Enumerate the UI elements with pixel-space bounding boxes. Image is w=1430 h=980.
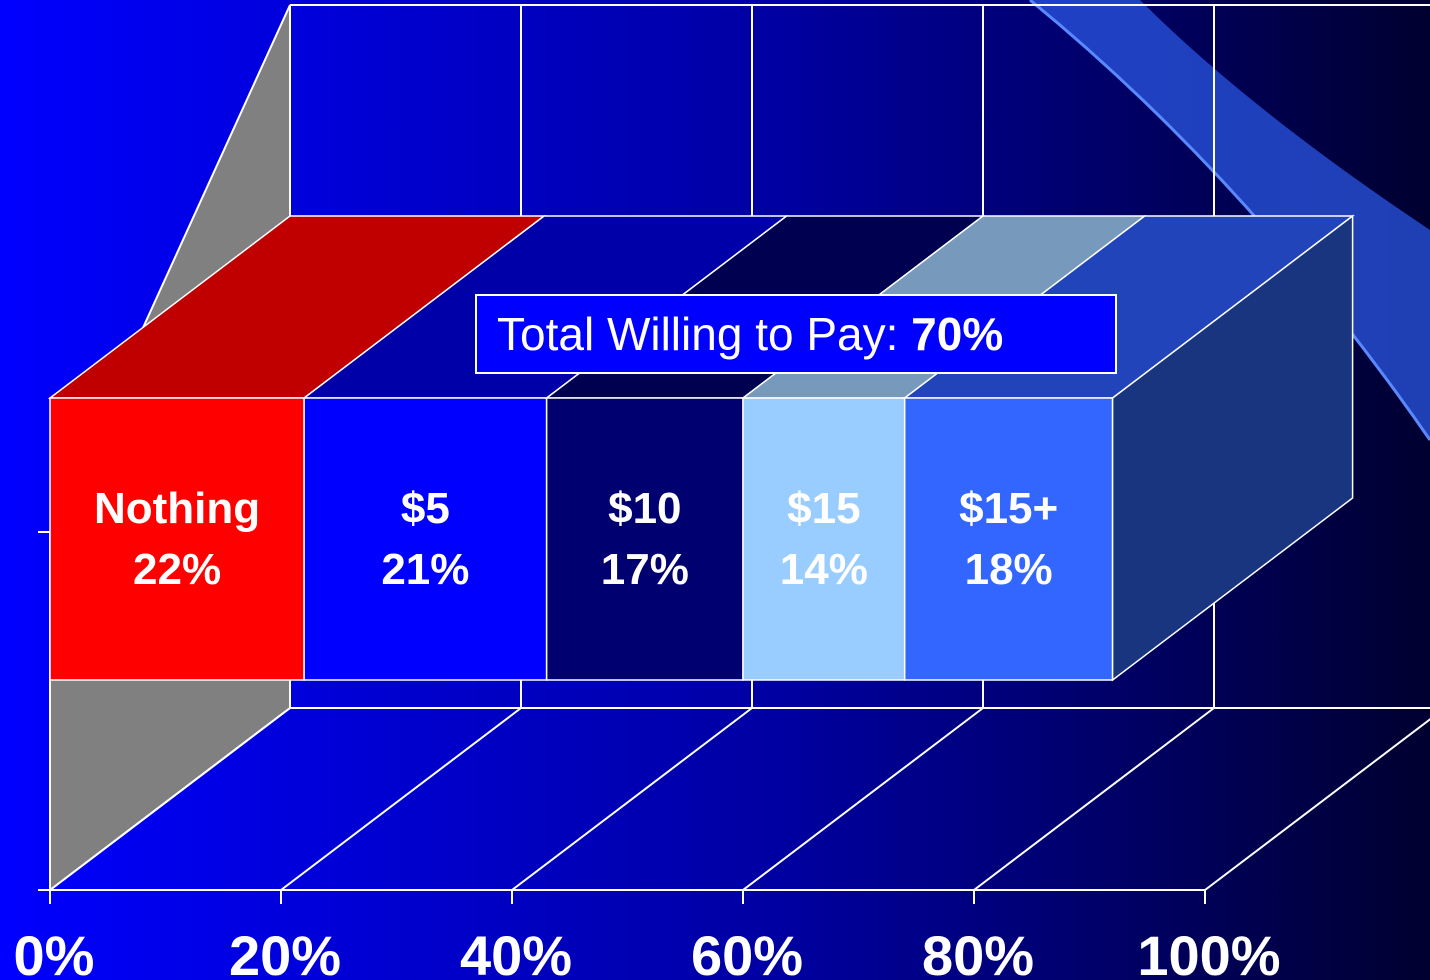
segment-name: $15 — [787, 484, 860, 533]
data-label: 18% — [965, 545, 1053, 594]
x-tick-label: 40% — [460, 924, 572, 980]
bar — [903, 397, 1114, 681]
floor-grid-line — [973, 707, 1215, 891]
x-tick-label: 100% — [1137, 924, 1280, 980]
floor-grid-line — [280, 707, 522, 891]
bar — [49, 397, 305, 681]
labels: 0% 20% 40% 60% 80% 100% Nothing 22% $5 21% $10 17% $… — [14, 484, 1281, 980]
bar — [303, 397, 548, 681]
floor-grid-line — [1204, 718, 1430, 891]
decor-swoosh-edge — [1029, 0, 1430, 441]
x-tick-label: 80% — [922, 924, 1034, 980]
floor-grid-line — [742, 707, 984, 891]
segment-name: $5 — [401, 484, 450, 533]
segment-name: $15+ — [959, 484, 1058, 533]
bar — [742, 397, 906, 681]
x-tick-label: 60% — [691, 924, 803, 980]
bar-side — [1111, 214, 1354, 682]
floor-grid-line — [511, 707, 753, 891]
annotation-text: Total Willing to Pay: — [497, 308, 898, 360]
data-label: 21% — [381, 545, 469, 594]
annotation-box — [475, 294, 1117, 374]
x-tick-label: 0% — [14, 924, 95, 980]
floor-grid-line — [49, 707, 291, 891]
segment-name: Nothing — [94, 484, 260, 533]
bars — [47, 214, 1355, 682]
data-label: 22% — [133, 545, 221, 594]
data-label: 17% — [601, 545, 689, 594]
annotation-emphasis: 70% — [911, 308, 1003, 360]
bar — [545, 397, 744, 681]
annotation: Total Willing to Pay: 70% — [497, 308, 1003, 360]
data-label: 14% — [780, 545, 868, 594]
segment-name: $10 — [608, 484, 681, 533]
x-tick-label: 20% — [229, 924, 341, 980]
